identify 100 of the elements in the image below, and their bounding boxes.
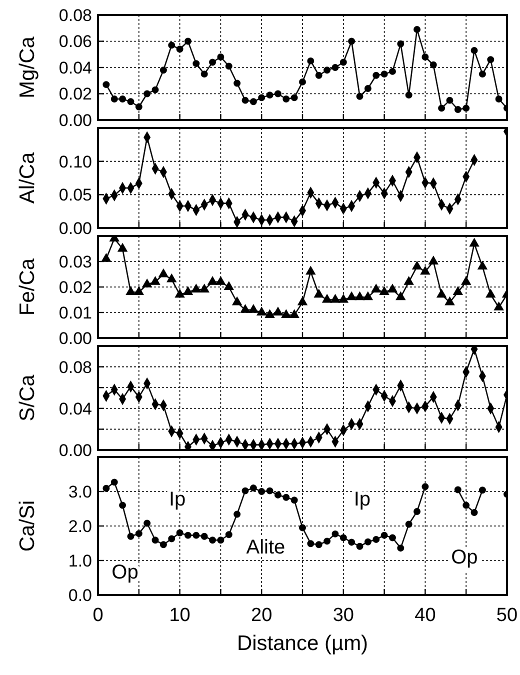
point: [397, 544, 404, 552]
point: [332, 64, 339, 71]
point: [289, 310, 300, 318]
annotation: Op: [112, 562, 138, 584]
point: [184, 532, 192, 539]
point: [346, 292, 356, 300]
point: [209, 58, 216, 66]
point: [191, 284, 201, 293]
point: [340, 58, 347, 66]
point: [478, 70, 486, 78]
point: [396, 292, 406, 300]
y-tick-label: 1.0: [68, 551, 92, 570]
y-tick-label: 0.08: [58, 6, 92, 25]
point: [340, 534, 347, 542]
point: [322, 294, 332, 303]
y-axis-title: Al/Ca: [16, 152, 39, 204]
y-tick-label: 0.00: [58, 328, 92, 348]
point: [371, 284, 381, 293]
point: [338, 294, 348, 303]
point: [250, 484, 257, 492]
point: [397, 40, 404, 48]
x-tick-label: 10: [169, 605, 190, 626]
y-tick-label: 0.00: [58, 218, 92, 238]
point: [470, 509, 478, 516]
point: [404, 276, 414, 285]
point: [364, 85, 372, 92]
y-axis-title: Ca/Si: [16, 500, 39, 552]
y-axis-title: Fe/Ca: [16, 258, 39, 316]
y-tick-label: 0.02: [58, 84, 92, 104]
y-tick-label: 0.00: [58, 440, 92, 460]
point: [250, 98, 257, 106]
x-tick-label: 40: [414, 605, 436, 626]
point: [487, 56, 494, 64]
point: [225, 531, 232, 538]
point: [234, 510, 241, 518]
point: [144, 90, 151, 98]
point: [422, 54, 429, 60]
point: [430, 61, 437, 68]
point: [200, 70, 208, 78]
point: [298, 296, 308, 306]
point: [363, 292, 373, 300]
y-tick-label: 0.02: [58, 278, 92, 297]
point: [299, 524, 306, 532]
point: [348, 538, 356, 546]
point: [332, 530, 339, 538]
point: [176, 529, 184, 536]
point: [110, 478, 118, 486]
annotation: Ip: [169, 488, 186, 510]
point: [422, 483, 429, 490]
point: [307, 540, 314, 548]
point: [380, 532, 388, 539]
point: [469, 238, 480, 247]
point: [495, 96, 502, 102]
point: [248, 304, 258, 313]
point: [200, 284, 210, 293]
point: [135, 530, 142, 538]
x-tick-label: 20: [251, 605, 272, 626]
point: [478, 261, 488, 270]
point: [184, 38, 192, 45]
point: [290, 496, 298, 504]
point: [118, 243, 128, 252]
point: [307, 57, 314, 64]
point: [354, 292, 365, 300]
point: [266, 487, 274, 494]
point: [232, 296, 242, 306]
point: [142, 278, 152, 288]
point: [405, 520, 412, 528]
point: [110, 96, 118, 102]
point: [240, 304, 250, 313]
y-tick-label: 3.0: [68, 482, 92, 502]
y-tick-label: 0.01: [58, 303, 92, 322]
point: [126, 286, 136, 296]
point: [258, 488, 266, 495]
point: [420, 266, 430, 275]
point: [208, 276, 218, 285]
point: [462, 104, 470, 112]
point: [388, 68, 396, 75]
point: [209, 536, 216, 544]
point: [388, 534, 396, 542]
point: [174, 289, 185, 298]
point: [436, 289, 446, 298]
point: [160, 541, 167, 548]
y-tick-label: 0.0: [68, 586, 92, 605]
y-tick-label: 0.04: [58, 399, 92, 418]
point: [256, 306, 266, 316]
point: [461, 276, 471, 285]
point: [446, 96, 454, 104]
point: [364, 538, 372, 546]
point: [273, 306, 283, 316]
point: [152, 86, 159, 94]
point: [315, 541, 322, 548]
point: [494, 302, 504, 310]
point: [144, 520, 151, 527]
point: [127, 532, 134, 540]
annotation: Op: [451, 546, 478, 568]
point: [216, 276, 226, 285]
point: [225, 62, 232, 70]
point: [242, 487, 249, 494]
point: [462, 502, 470, 509]
point: [217, 54, 224, 60]
